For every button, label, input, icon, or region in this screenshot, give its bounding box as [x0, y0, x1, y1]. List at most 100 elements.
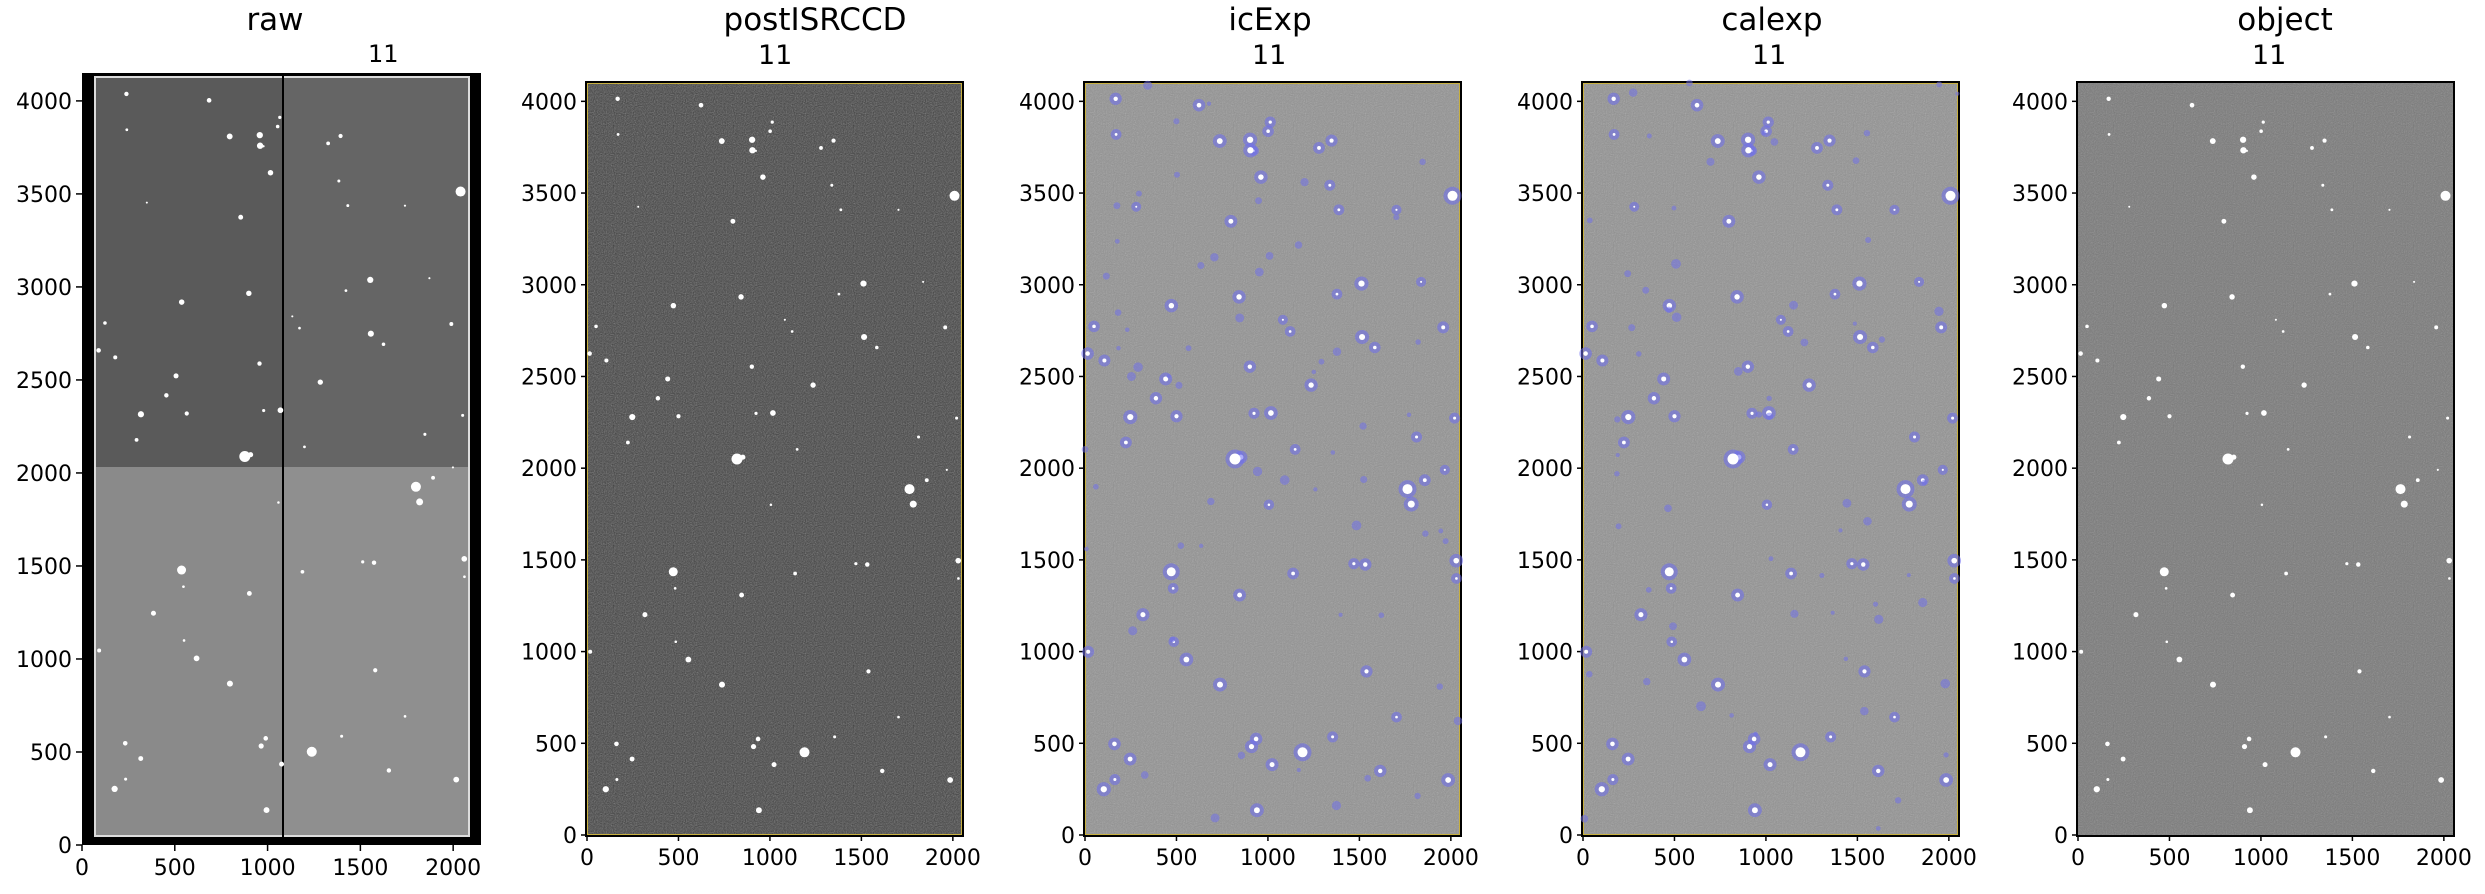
star	[2436, 468, 2439, 471]
postisr-noise	[587, 83, 962, 835]
y-tick-label: 1500	[521, 549, 577, 574]
star	[771, 762, 777, 768]
star	[2322, 138, 2327, 143]
star	[182, 639, 186, 642]
detection-mask	[1955, 91, 1960, 96]
star	[2251, 174, 2257, 180]
x-tick-label: 2000	[1921, 846, 1977, 871]
star	[1835, 208, 1839, 212]
star	[1174, 414, 1179, 419]
star	[698, 102, 704, 108]
detection-mask	[1921, 479, 1927, 486]
star	[748, 136, 756, 143]
star	[1750, 411, 1754, 415]
star	[113, 355, 118, 360]
y-tick-label: 2500	[521, 365, 577, 390]
star	[655, 396, 661, 401]
star	[615, 96, 620, 101]
star	[416, 498, 424, 506]
x-tick-label: 1500	[2324, 846, 2380, 871]
star	[629, 413, 636, 421]
star	[2448, 577, 2451, 580]
star	[947, 777, 954, 783]
star	[1153, 396, 1159, 401]
calexp-noise	[1583, 83, 1958, 835]
star	[2239, 136, 2247, 143]
star	[625, 440, 630, 445]
star	[1269, 762, 1275, 768]
image-axes: 0 500 1000 1500 2000 2500 3000 3500 4000 0 500 100…	[521, 81, 981, 871]
star	[594, 324, 598, 329]
panel-title: object	[2237, 2, 2333, 38]
star	[2446, 557, 2453, 564]
star	[1735, 592, 1741, 598]
y-tick-label: 500	[535, 732, 577, 757]
star	[2133, 612, 2139, 618]
star	[1862, 669, 1867, 674]
star	[1612, 133, 1616, 136]
detection-mask	[1318, 358, 1325, 365]
star	[137, 411, 145, 418]
star	[184, 411, 189, 416]
star	[2274, 318, 2277, 321]
star	[134, 437, 139, 442]
star	[673, 586, 677, 590]
detection-mask	[1628, 324, 1636, 332]
star	[616, 133, 620, 136]
star	[739, 592, 745, 598]
star	[1745, 147, 1752, 154]
star	[642, 612, 648, 618]
star	[367, 330, 374, 337]
y-tick-label: 0	[563, 824, 577, 849]
star	[1329, 138, 1334, 143]
star	[1751, 736, 1757, 742]
star	[1791, 448, 1795, 451]
star	[367, 276, 374, 284]
y-tick-label: 2500	[16, 369, 72, 394]
star	[2395, 484, 2406, 495]
star	[455, 186, 466, 197]
detection-mask	[1113, 202, 1121, 210]
detection-mask	[1174, 171, 1180, 178]
detection-mask	[1311, 369, 1317, 375]
star	[819, 146, 823, 150]
y-tick-label: 3500	[521, 182, 577, 207]
star	[2366, 345, 2370, 350]
star	[1123, 440, 1128, 445]
detection-mask	[1331, 800, 1342, 811]
star	[839, 208, 843, 212]
star	[2105, 741, 2110, 747]
detection-mask	[1586, 217, 1593, 224]
star	[2438, 777, 2445, 783]
detection-mask	[1197, 261, 1205, 270]
y-tick-label: 1500	[16, 555, 72, 580]
star	[1445, 777, 1452, 783]
x-tick-label: 500	[1653, 846, 1695, 871]
star	[275, 124, 280, 129]
detection-mask	[1414, 792, 1421, 800]
detection-mask	[1198, 543, 1204, 549]
star	[2345, 562, 2349, 566]
star	[1744, 136, 1752, 143]
star	[2164, 586, 2168, 590]
ccd-label: 11	[2252, 40, 2287, 71]
y-tick-label: 500	[1531, 732, 1573, 757]
star	[1766, 120, 1770, 124]
detection-mask	[1615, 523, 1622, 530]
star	[2245, 411, 2249, 415]
detection-mask	[1351, 520, 1362, 531]
star	[922, 280, 925, 283]
y-tick-label: 2000	[16, 462, 72, 487]
star	[2356, 562, 2361, 567]
detection-mask	[1671, 205, 1677, 211]
star	[1127, 413, 1134, 421]
star	[2210, 681, 2216, 688]
y-tick-label: 1000	[521, 641, 577, 666]
panel-raw: raw 11 0 500 1000 1500 2000 2500 3000 3500 4000 …	[0, 0, 490, 894]
detection-mask	[1415, 339, 1421, 345]
detection-mask	[1133, 362, 1143, 372]
star	[96, 348, 101, 353]
star	[1395, 208, 1398, 211]
star	[1664, 567, 1674, 577]
star	[795, 448, 799, 451]
